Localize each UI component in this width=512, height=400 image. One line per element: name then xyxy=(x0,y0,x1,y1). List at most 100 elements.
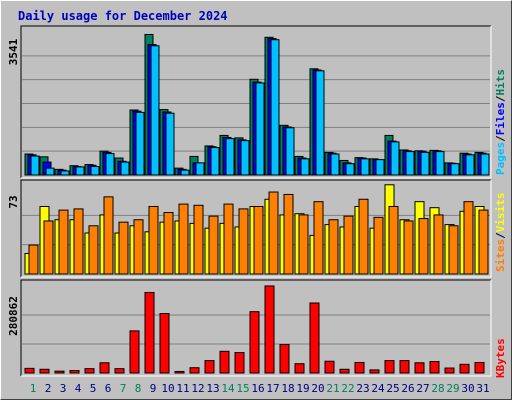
legend-separator: / xyxy=(494,95,507,102)
bar-kbytes-day-7 xyxy=(114,368,125,374)
bar-pages-day-8 xyxy=(135,111,145,176)
bar-pages-day-27 xyxy=(420,151,430,176)
bar-pages-day-19 xyxy=(300,158,310,176)
bar-kbytes-day-5 xyxy=(84,368,95,374)
bar-kbytes-day-22 xyxy=(339,368,350,374)
bar-kbytes-day-27 xyxy=(414,362,425,374)
day-label-3: 3 xyxy=(60,382,67,395)
bar-sites-day-22 xyxy=(343,215,354,275)
bar-sites-day-19 xyxy=(298,214,309,275)
bar-pages-day-14 xyxy=(225,138,235,176)
day-label-1: 1 xyxy=(30,382,37,395)
y-max-label: 73 xyxy=(7,195,20,208)
bar-sites-day-14 xyxy=(223,203,234,275)
bar-pages-day-5 xyxy=(90,166,100,176)
legend-separator: / xyxy=(494,232,507,239)
bar-sites-day-27 xyxy=(418,218,429,275)
day-label-21: 21 xyxy=(326,382,339,395)
bar-kbytes-day-29 xyxy=(444,367,455,374)
bar-pages-day-12 xyxy=(195,162,205,176)
bar-sites-day-7 xyxy=(118,221,129,275)
bar-pages-day-1 xyxy=(30,155,40,176)
bar-pages-day-21 xyxy=(330,153,340,176)
bar-sites-day-23 xyxy=(358,198,369,275)
bar-kbytes-day-25 xyxy=(384,360,395,374)
day-label-9: 9 xyxy=(150,382,157,395)
bar-sites-day-29 xyxy=(448,225,459,275)
day-label-5: 5 xyxy=(90,382,97,395)
bar-sites-day-3 xyxy=(58,209,69,275)
bar-sites-day-21 xyxy=(328,219,339,275)
bar-pages-day-25 xyxy=(390,141,400,176)
bar-pages-day-13 xyxy=(210,147,220,176)
legend-pages: Pages xyxy=(494,142,507,175)
bar-pages-day-6 xyxy=(105,153,115,176)
bar-pages-day-10 xyxy=(165,112,175,176)
bar-sites-day-9 xyxy=(148,205,159,275)
panel-hits-files-pages-shadow xyxy=(20,25,491,178)
panel-visits-sites-shadow xyxy=(20,179,491,277)
day-label-26: 26 xyxy=(401,382,414,395)
bar-kbytes-day-24 xyxy=(369,369,380,374)
day-label-24: 24 xyxy=(371,382,385,395)
day-label-27: 27 xyxy=(416,382,429,395)
bar-kbytes-day-6 xyxy=(99,362,110,374)
day-label-11: 11 xyxy=(176,382,189,395)
day-label-15: 15 xyxy=(236,382,249,395)
day-label-2: 2 xyxy=(45,382,52,395)
bar-kbytes-day-11 xyxy=(174,370,185,374)
panel-visits-sites-highlight xyxy=(21,180,492,278)
bar-sites-day-11 xyxy=(178,203,189,275)
bar-kbytes-day-9 xyxy=(144,291,155,374)
bar-sites-day-24 xyxy=(373,216,384,275)
bar-kbytes-day-10 xyxy=(159,313,170,374)
bar-sites-day-10 xyxy=(163,212,174,275)
legend-visits: Visits xyxy=(494,193,507,233)
bar-kbytes-day-26 xyxy=(399,360,410,374)
bar-sites-day-13 xyxy=(208,215,219,275)
bar-pages-day-18 xyxy=(285,127,295,176)
bar-pages-day-9 xyxy=(150,45,160,176)
day-label-23: 23 xyxy=(356,382,369,395)
bar-sites-day-12 xyxy=(193,204,204,275)
bar-kbytes-day-8 xyxy=(129,330,140,374)
bar-sites-day-8 xyxy=(133,219,144,275)
bar-sites-day-28 xyxy=(433,214,444,275)
legend-separator: / xyxy=(494,135,507,142)
bar-kbytes-day-15 xyxy=(234,352,245,374)
bar-pages-day-20 xyxy=(315,70,325,176)
bar-kbytes-day-12 xyxy=(189,367,200,374)
bar-sites-day-18 xyxy=(283,193,294,275)
bar-kbytes-day-17 xyxy=(264,285,275,374)
bar-kbytes-day-31 xyxy=(474,361,485,374)
bar-kbytes-day-18 xyxy=(279,344,290,374)
bar-kbytes-day-30 xyxy=(459,363,470,374)
bar-pages-day-28 xyxy=(435,151,445,176)
day-label-14: 14 xyxy=(221,382,235,395)
bar-sites-day-26 xyxy=(403,220,414,275)
legend-hits-files-pages: Pages/Files/Hits xyxy=(494,69,507,175)
bar-pages-day-31 xyxy=(480,153,490,176)
bar-kbytes-day-19 xyxy=(294,363,305,374)
bar-kbytes-day-1 xyxy=(24,367,35,374)
bar-sites-day-30 xyxy=(463,201,474,275)
bar-pages-day-16 xyxy=(255,82,265,176)
chart-title: Daily usage for December 2024 xyxy=(18,9,228,23)
bar-kbytes-day-3 xyxy=(54,370,65,374)
panel-kbytes-highlight xyxy=(21,280,492,377)
day-label-31: 31 xyxy=(476,382,489,395)
bar-pages-day-2 xyxy=(45,167,55,176)
legend-visits-sites: Sites/Visits xyxy=(494,193,507,273)
panel-hits-files-pages-highlight xyxy=(21,26,492,179)
legend-hits: Hits xyxy=(494,69,507,96)
day-label-12: 12 xyxy=(191,382,204,395)
panel-kbytes-shadow xyxy=(20,279,491,376)
bar-pages-day-29 xyxy=(450,163,460,176)
day-label-25: 25 xyxy=(386,382,399,395)
day-label-7: 7 xyxy=(120,382,127,395)
bar-kbytes-day-16 xyxy=(249,311,260,374)
bar-sites-day-4 xyxy=(73,208,84,275)
bar-kbytes-day-28 xyxy=(429,361,440,374)
bar-sites-day-2 xyxy=(43,220,54,275)
